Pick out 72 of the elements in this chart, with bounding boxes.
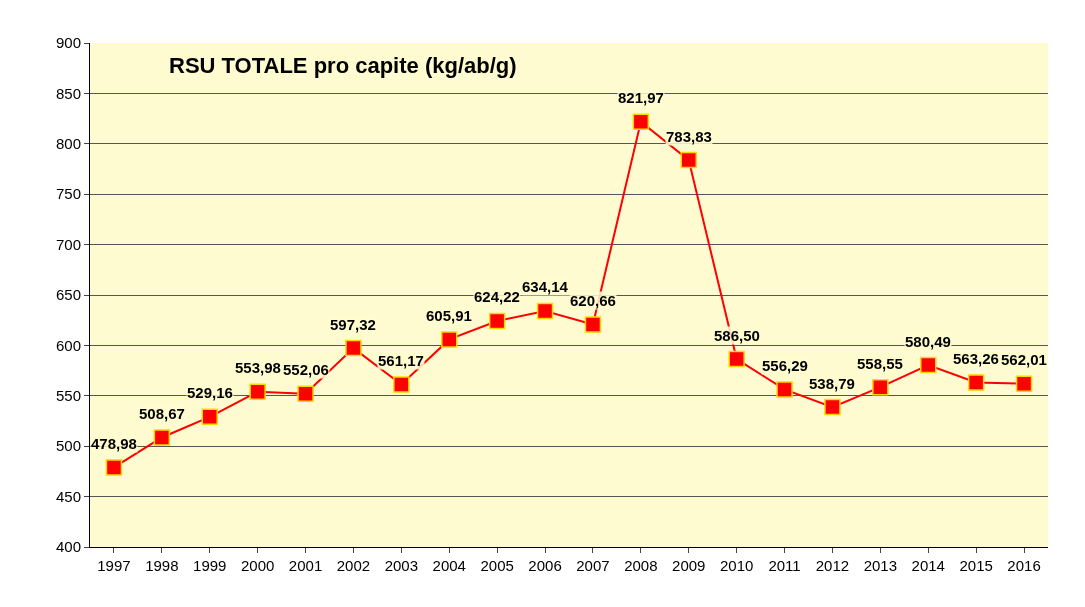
- data-label: 580,49: [905, 333, 951, 350]
- x-tick-label: 1997: [97, 557, 131, 574]
- x-tick-label: 2011: [768, 557, 801, 574]
- point: [201, 408, 218, 426]
- data-label: 597,32: [330, 316, 376, 333]
- point: [776, 381, 793, 398]
- y-tick-label: 800: [55, 135, 81, 153]
- data-label: 620,66: [570, 292, 616, 309]
- point: [584, 316, 602, 333]
- x-tick-label: 2000: [240, 557, 275, 574]
- y-tick-label: 850: [55, 84, 81, 102]
- x-tick-label: 2010: [719, 557, 754, 574]
- x-tick-label: 2009: [672, 557, 706, 574]
- y-tick-label: 900: [55, 34, 81, 52]
- x-tick-label: 2015: [959, 557, 993, 574]
- data-label: 783,83: [666, 128, 712, 145]
- y-tick-label: 750: [55, 185, 81, 203]
- x-tick-label: 2005: [480, 557, 514, 574]
- point: [536, 302, 554, 320]
- data-label: 561,17: [378, 352, 424, 369]
- x-tick-label: 2001: [288, 557, 323, 574]
- point: [680, 151, 697, 169]
- x-tick-label: 2012: [815, 557, 850, 574]
- x-tick-label: 2004: [432, 557, 466, 574]
- y-tick-label: 450: [55, 487, 81, 505]
- point: [105, 459, 123, 476]
- y-tick-label: 700: [55, 235, 81, 253]
- y-tick-label: 550: [55, 387, 81, 405]
- x-tick-label: 2016: [1007, 557, 1041, 574]
- data-label: 562,01: [1001, 351, 1047, 368]
- x-tick-label: 2006: [528, 557, 562, 574]
- data-label: 821,97: [618, 89, 664, 106]
- x-tick-label: 2008: [624, 557, 658, 574]
- y-tick-label: 500: [55, 437, 81, 455]
- y-tick-label: 400: [55, 538, 81, 556]
- data-label: 605,91: [426, 307, 472, 324]
- data-label: 552,06: [283, 361, 329, 378]
- x-tick-label: 1999: [193, 557, 227, 574]
- data-label: 586,50: [714, 327, 760, 344]
- point: [249, 383, 266, 401]
- data-label: 478,98: [91, 435, 137, 452]
- point: [393, 376, 410, 393]
- data-label: 553,98: [235, 359, 281, 376]
- point: [920, 356, 937, 374]
- point: [488, 312, 506, 330]
- data-label: 634,14: [522, 278, 569, 295]
- y-tick-label: 600: [55, 336, 81, 354]
- point: [345, 339, 362, 357]
- point: [1015, 375, 1033, 392]
- data-label: 529,16: [187, 384, 233, 401]
- data-label: 538,79: [809, 375, 855, 392]
- data-label: 558,55: [857, 355, 903, 372]
- data-label: 563,26: [953, 350, 999, 367]
- point: [872, 378, 889, 396]
- point: [632, 113, 650, 130]
- data-label: 556,29: [762, 357, 808, 374]
- text: RSU TOTALE pro capite (kg/ab/g): [169, 53, 517, 78]
- point: [441, 331, 458, 348]
- point: [824, 398, 841, 416]
- point: [728, 350, 745, 368]
- y-tick-label: 650: [55, 286, 81, 304]
- x-tick-label: 2013: [863, 557, 898, 574]
- x-tick-label: 2002: [336, 557, 371, 574]
- point: [153, 429, 171, 446]
- point: [297, 385, 314, 402]
- data-label: 624,22: [474, 288, 520, 305]
- point: [967, 374, 985, 391]
- x-tick-label: 1998: [145, 557, 179, 574]
- data-label: 508,67: [139, 405, 185, 422]
- x-tick-label: 2003: [384, 557, 419, 574]
- x-tick-label: 2007: [576, 557, 610, 574]
- x-tick-label: 2014: [911, 557, 945, 574]
